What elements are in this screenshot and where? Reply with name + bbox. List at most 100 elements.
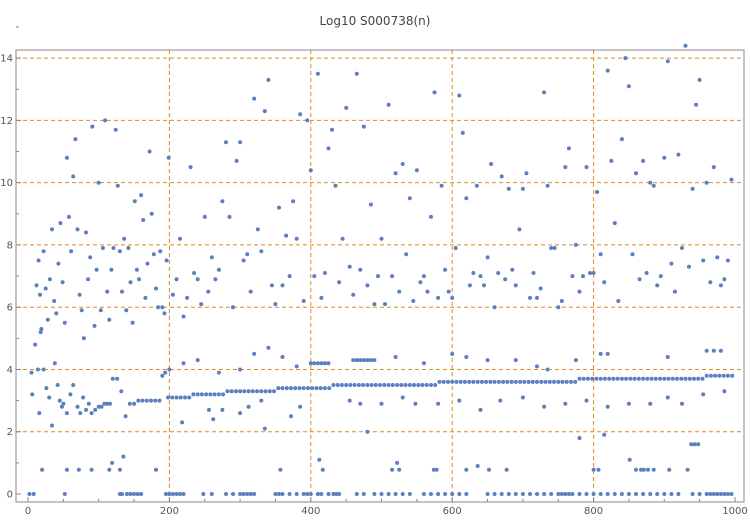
data-point [543,379,548,384]
data-point [204,392,209,397]
data-point [337,492,342,496]
data-point [634,171,638,176]
data-point [510,267,515,272]
data-point [170,492,175,496]
data-point [69,249,74,254]
data-point [119,389,124,394]
data-point [68,392,73,397]
data-point [255,389,260,394]
data-point [294,492,299,496]
data-point [457,93,462,98]
data-point [269,283,274,288]
data-point [312,361,317,366]
data-point [612,221,617,226]
data-point [563,492,568,496]
data-point [450,379,455,384]
data-point [416,383,421,387]
data-point [331,492,336,496]
data-point [160,305,165,310]
data-point [284,233,289,238]
data-point [382,383,387,387]
data-point [429,383,433,387]
data-point [308,361,313,366]
data-point [729,177,734,182]
data-point [560,379,565,384]
y-tick-label: 2 [7,427,13,438]
data-point [365,358,370,363]
data-point [132,199,137,204]
data-point [267,389,272,394]
data-point [162,311,167,316]
data-point [504,467,509,472]
data-point [158,249,163,254]
data-point [151,252,156,257]
data-point [552,379,556,384]
data-point [211,417,216,422]
data-point [605,404,610,409]
data-point [725,492,730,496]
data-point [84,407,88,412]
data-point [462,379,467,384]
data-point [124,308,129,313]
data-point [348,383,353,387]
data-point [132,492,137,496]
data-point [722,389,727,394]
data-point [305,492,310,496]
data-point [713,373,718,378]
data-point [310,386,315,391]
data-point [594,376,599,381]
data-point [147,149,152,154]
data-point [505,379,510,384]
data-point [708,280,713,285]
data-point [672,289,677,294]
data-point [602,280,607,285]
data-point [103,118,108,123]
data-point [636,376,641,381]
x-tick-label: 200 [160,506,179,517]
data-point [238,411,243,416]
data-point [655,492,660,496]
data-point [326,361,331,366]
data-point [238,140,243,145]
data-point [120,289,124,294]
chart-title: Log10 S000738(n) [319,14,431,28]
data-point [577,436,582,440]
data-point [457,398,462,403]
data-point [485,492,490,496]
data-point [301,492,306,496]
data-point [436,401,441,406]
data-point [238,492,243,496]
data-point [697,492,702,496]
data-point [475,379,480,384]
data-point [368,202,373,207]
data-point [107,467,112,472]
data-point [437,379,442,384]
data-point [725,373,730,378]
data-point [607,376,612,381]
data-point [347,264,352,269]
data-point [73,137,78,142]
data-point [566,146,571,151]
x-tick-label: 1000 [722,506,747,517]
data-point [317,457,322,462]
data-point [658,274,663,279]
data-point [351,358,356,363]
data-point [590,376,595,381]
data-point [498,398,503,403]
data-point [605,492,610,496]
data-point [293,386,298,391]
data-point [327,386,332,391]
data-point [98,308,103,313]
data-point [393,492,398,496]
data-point [602,432,607,437]
data-point [530,379,535,384]
data-point [199,302,204,307]
data-point [318,386,323,391]
data-point [501,379,506,384]
data-point [539,379,544,384]
data-point [722,277,727,282]
axis-ticks: 0 200 400 600 800 1000 0 2 4 6 8 10 12 14 [0,26,748,517]
data-point [344,383,349,387]
data-point [556,379,561,384]
y-tick-label: 6 [7,303,13,314]
